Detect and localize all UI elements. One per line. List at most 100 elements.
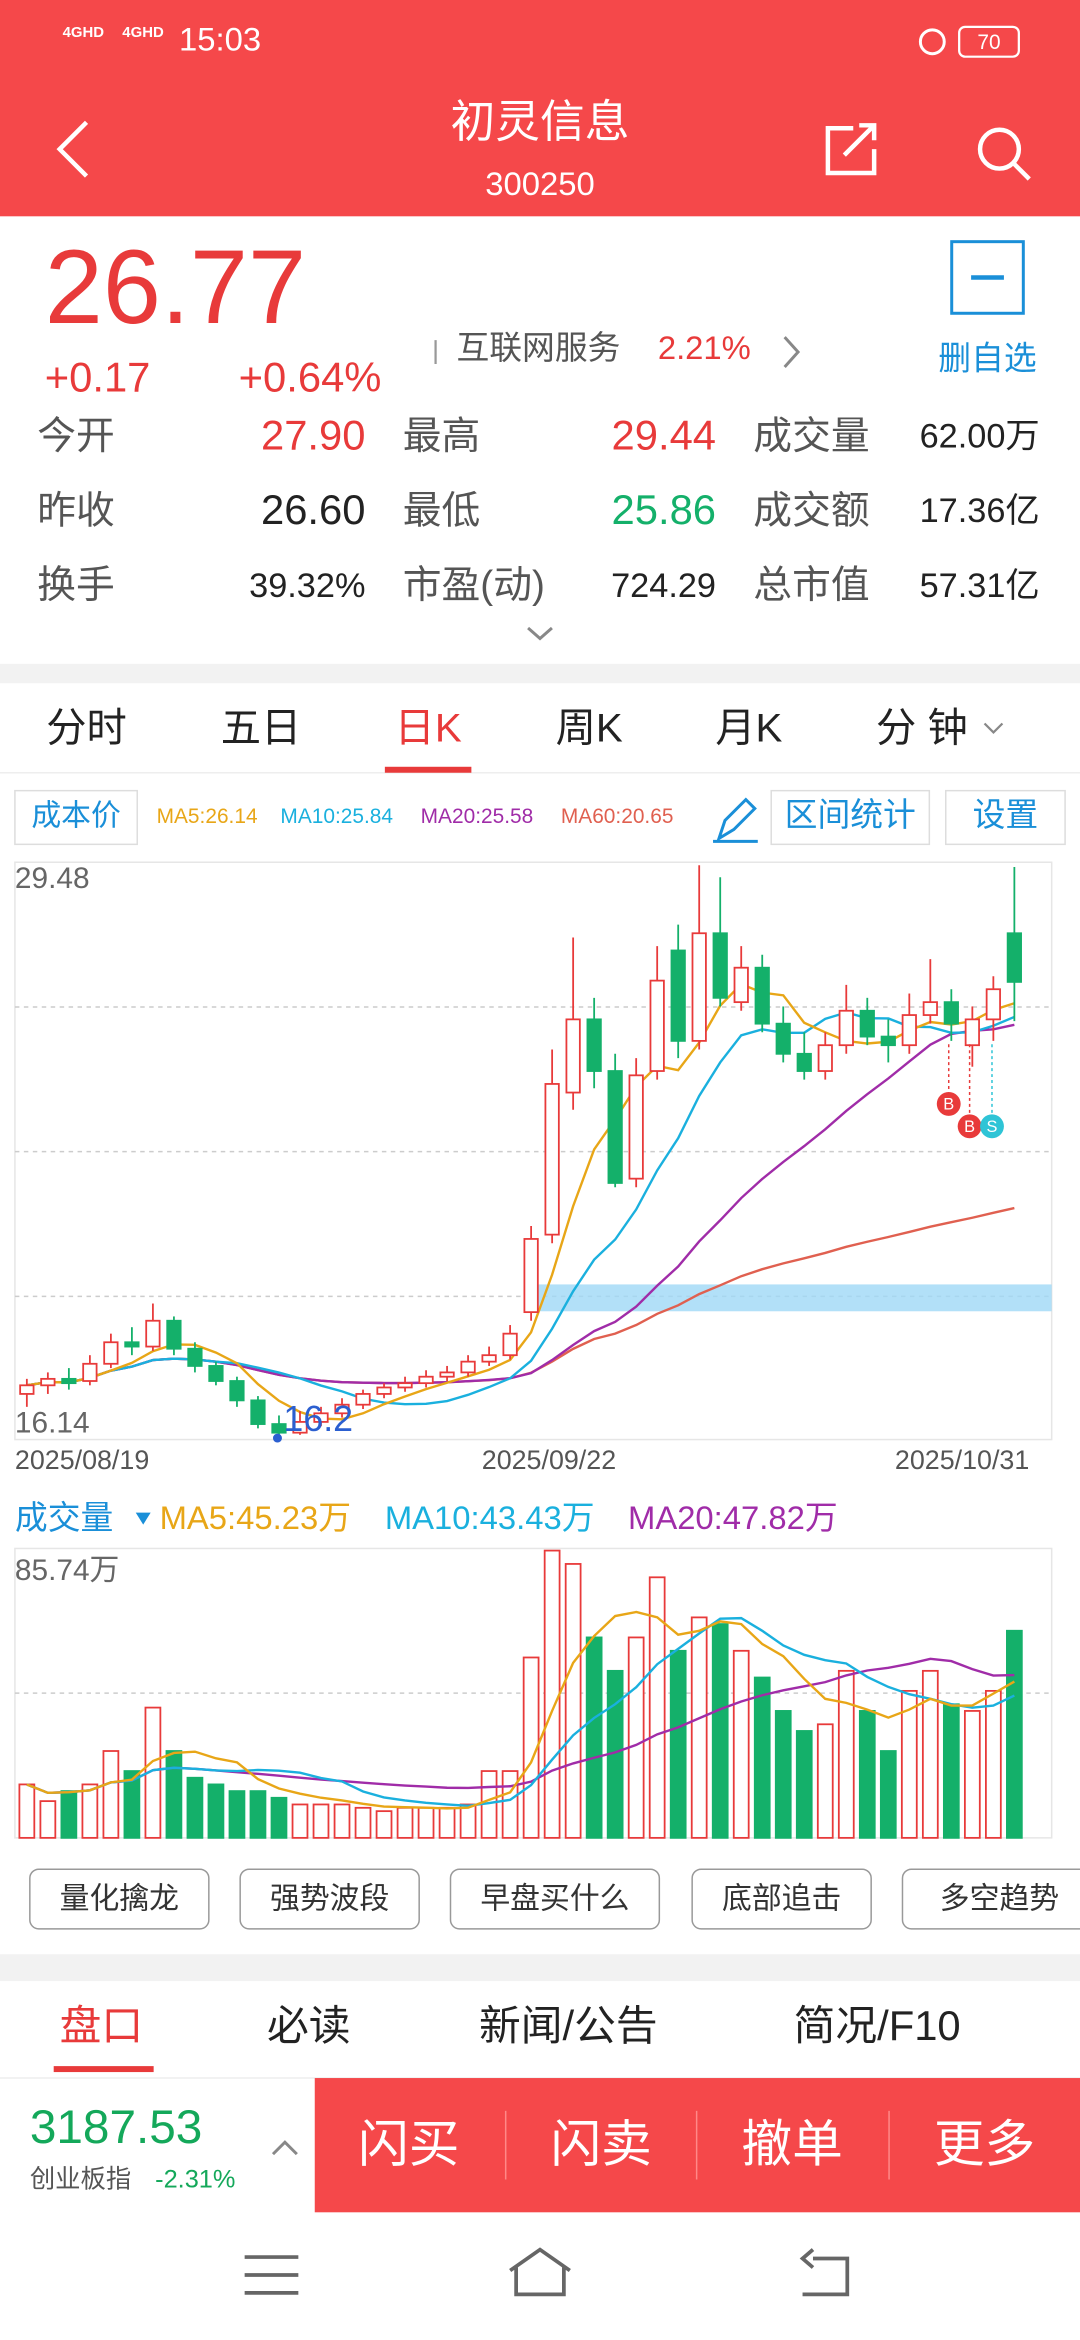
- home-button[interactable]: [509, 2247, 571, 2297]
- stat-value: 724.29: [611, 567, 716, 605]
- candle-body: [796, 1052, 812, 1072]
- volume-bar: [795, 1730, 813, 1839]
- expand-arrow[interactable]: [527, 626, 553, 641]
- bottom-tab[interactable]: 盘口: [60, 2002, 143, 2049]
- candle-body: [565, 1018, 581, 1094]
- candle-body: [481, 1354, 497, 1363]
- candle-body: [754, 966, 770, 1025]
- change-pct: +0.64%: [239, 353, 382, 400]
- candle-body: [901, 1014, 917, 1047]
- candle-body: [250, 1399, 266, 1425]
- share-button[interactable]: [825, 123, 877, 176]
- signal-label: B: [964, 1118, 975, 1136]
- index-expand[interactable]: [271, 2140, 298, 2156]
- stat-label: 市盈(动): [403, 564, 545, 607]
- candle-body: [61, 1377, 77, 1385]
- settings-button[interactable]: 设置: [973, 796, 1039, 833]
- strategy-buttons: 量化擒龙 强势波段 早盘买什么 底部追击 多空趋势: [29, 1868, 1080, 1930]
- trade-button[interactable]: 闪卖: [550, 2116, 651, 2173]
- period-tab[interactable]: 五日: [221, 706, 302, 751]
- period-tab[interactable]: 周K: [556, 706, 623, 751]
- volume-bar: [165, 1750, 183, 1839]
- separator: [0, 1954, 1080, 1982]
- strategy-button-box[interactable]: [449, 1868, 661, 1930]
- index-value: 3187.53: [30, 2101, 202, 2154]
- settings-button-box[interactable]: [945, 789, 1066, 846]
- strategy-button[interactable]: 量化擒龙: [60, 1882, 179, 1915]
- search-button[interactable]: [977, 127, 1022, 171]
- period-tab[interactable]: 月K: [715, 706, 782, 751]
- stat-value: 62.00万: [920, 418, 1040, 456]
- trade-button[interactable]: 闪买: [358, 2116, 459, 2173]
- index-change: -2.31%: [155, 2166, 235, 2194]
- ma60-legend: MA60:20.65: [561, 805, 674, 828]
- strategy-button-box[interactable]: [239, 1868, 420, 1930]
- bottom-tab[interactable]: 简况/F10: [794, 2002, 961, 2049]
- bottom-tab[interactable]: 新闻/公告: [479, 2002, 658, 2049]
- cost-button[interactable]: 成本价: [31, 799, 120, 832]
- candle-body: [40, 1377, 56, 1387]
- draw-tool[interactable]: [713, 797, 758, 843]
- volume-bar: [102, 1750, 120, 1839]
- strategy-button-box[interactable]: [901, 1868, 1080, 1930]
- signal-label: S: [987, 1118, 998, 1136]
- volume-bar: [963, 1710, 981, 1839]
- cost-button-box[interactable]: [14, 789, 138, 846]
- volume-title: 成交量: [15, 1499, 113, 1536]
- volume-bar: [186, 1776, 204, 1839]
- bottom-tab[interactable]: 必读: [267, 2002, 350, 2049]
- trade-button[interactable]: 更多: [934, 2116, 1035, 2173]
- strategy-button-box[interactable]: [29, 1868, 210, 1930]
- volume-bar: [438, 1806, 456, 1839]
- signal-dot: [957, 1114, 982, 1139]
- strategy-button[interactable]: 早盘买什么: [480, 1882, 629, 1915]
- stat-label: 换手: [37, 564, 115, 607]
- candle-body: [460, 1360, 476, 1374]
- range-button-box[interactable]: [770, 789, 931, 846]
- menu-button[interactable]: [244, 2255, 299, 2295]
- candle-body: [208, 1365, 224, 1382]
- tab-indicator: [384, 766, 472, 773]
- strategy-button-box[interactable]: [691, 1868, 872, 1930]
- bottom-tabs: 盘口 必读 新闻/公告 简况/F10: [60, 2002, 961, 2049]
- trade-buttons: 闪买 闪卖 撤单 更多: [358, 2110, 1035, 2180]
- back-nav-button[interactable]: [799, 2248, 850, 2297]
- volume-bar: [942, 1703, 960, 1839]
- kline-grid: [14, 1006, 1052, 1298]
- volume-bar: [837, 1669, 855, 1839]
- network: 4GHD: [122, 25, 164, 41]
- stat-value: 39.32%: [249, 567, 365, 605]
- strategy-button[interactable]: 底部追击: [722, 1882, 841, 1915]
- strategy-button[interactable]: 强势波段: [270, 1882, 389, 1915]
- volume-bar: [18, 1783, 36, 1839]
- index-name: 创业板指: [30, 2166, 131, 2194]
- stat-value: 57.31亿: [920, 567, 1040, 605]
- candle-body: [691, 932, 707, 1042]
- stat-label: 最高: [403, 415, 481, 458]
- alarm-icon: [918, 28, 946, 56]
- industry-arrow[interactable]: [783, 336, 801, 368]
- stat-value: 17.36亿: [920, 492, 1040, 530]
- candle-body: [124, 1341, 140, 1348]
- watch-button[interactable]: [950, 240, 1025, 315]
- volume-dropdown[interactable]: [135, 1512, 151, 1525]
- candle-body: [334, 1403, 350, 1415]
- period-tab[interactable]: 分时: [46, 706, 127, 751]
- cost-band: [532, 1284, 1052, 1312]
- volume-bar: [522, 1656, 540, 1839]
- range-button[interactable]: 区间统计: [785, 796, 916, 833]
- watch-label[interactable]: 删自选: [938, 340, 1036, 377]
- trade-button[interactable]: 撤单: [741, 2116, 842, 2173]
- stat-label: 今开: [37, 415, 115, 458]
- back-button[interactable]: [56, 120, 89, 178]
- minute-dropdown[interactable]: [983, 722, 1004, 735]
- candle-body: [880, 1035, 896, 1047]
- volume-bar: [312, 1803, 330, 1839]
- candle-body: [607, 1070, 623, 1184]
- strategy-button[interactable]: 多空趋势: [940, 1882, 1059, 1915]
- period-tab[interactable]: 分 钟: [876, 706, 968, 751]
- volume-bar: [333, 1803, 351, 1839]
- y-tick-label: 29.48: [15, 862, 90, 895]
- period-tab[interactable]: 日K: [395, 706, 462, 751]
- candle-body: [733, 966, 749, 1004]
